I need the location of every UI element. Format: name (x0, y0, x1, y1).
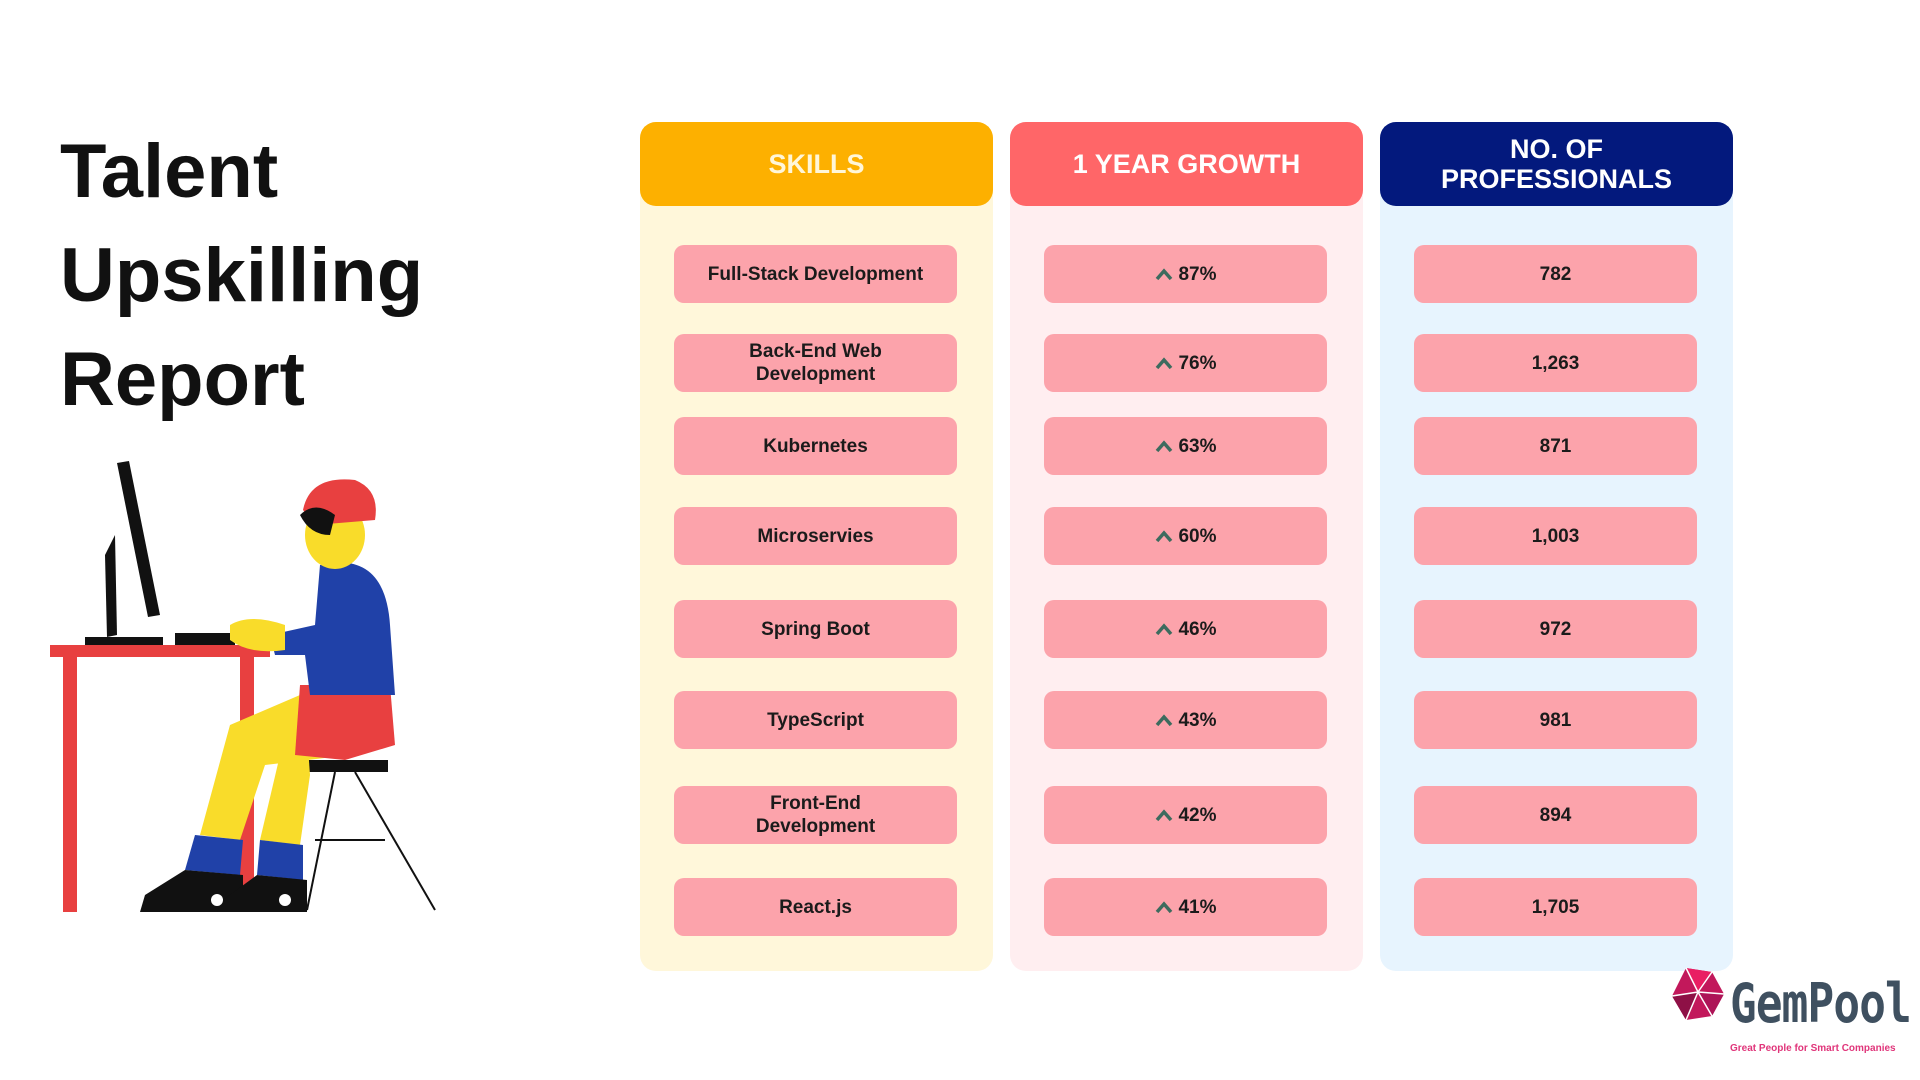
skills-header: SKILLS (640, 122, 993, 206)
title-line: Talent (60, 129, 279, 214)
page-title: Talent Upskilling Report (60, 120, 423, 432)
header-line: PROFESSIONALS (1440, 164, 1673, 194)
professionals-header: NO. OF PROFESSIONALS (1380, 122, 1733, 206)
professionals-cell: 972 (1414, 600, 1697, 658)
logo-tagline: Great People for Smart Companies (1730, 1043, 1896, 1054)
growth-cell: 41% (1044, 878, 1327, 936)
skill-cell: React.js (674, 878, 957, 936)
growth-cell: 43% (1044, 691, 1327, 749)
professionals-cell: 1,263 (1414, 334, 1697, 392)
gem-icon (1671, 967, 1725, 1021)
professionals-cell: 894 (1414, 786, 1697, 844)
logo-name: GemPool (1730, 972, 1912, 1035)
skill-cell: Microservies (674, 507, 957, 565)
skill-cell: Front-End Development (674, 786, 957, 844)
chevron-up-icon (1156, 623, 1173, 636)
chevron-up-icon (1156, 901, 1173, 914)
growth-value: 76% (1178, 352, 1217, 374)
growth-value: 60% (1178, 525, 1217, 547)
header-line: NO. OF (1510, 134, 1603, 164)
title-line: Report (60, 337, 305, 422)
growth-value: 46% (1178, 618, 1217, 640)
professionals-cell: 1,003 (1414, 507, 1697, 565)
chevron-up-icon (1156, 714, 1173, 727)
growth-value: 43% (1178, 709, 1217, 731)
skill-cell: Spring Boot (674, 600, 957, 658)
growth-header: 1 YEAR GROWTH (1010, 122, 1363, 206)
professionals-cell: 1,705 (1414, 878, 1697, 936)
growth-value: 87% (1178, 263, 1217, 285)
professionals-cell: 981 (1414, 691, 1697, 749)
chevron-up-icon (1156, 809, 1173, 822)
skill-cell: TypeScript (674, 691, 957, 749)
chevron-up-icon (1156, 440, 1173, 453)
chevron-up-icon (1156, 530, 1173, 543)
skills-column: SKILLS Full-Stack Development Back-End W… (640, 122, 993, 971)
chevron-up-icon (1156, 268, 1173, 281)
professionals-column: NO. OF PROFESSIONALS 782 1,263 871 1,003 972… (1380, 122, 1733, 971)
title-line: Upskilling (60, 233, 424, 318)
skill-cell: Back-End Web Development (674, 334, 957, 392)
skill-cell: Full-Stack Development (674, 245, 957, 303)
growth-cell: 46% (1044, 600, 1327, 658)
growth-cell: 76% (1044, 334, 1327, 392)
skill-cell: Kubernetes (674, 417, 957, 475)
growth-cell: 87% (1044, 245, 1327, 303)
growth-cell: 42% (1044, 786, 1327, 844)
growth-value: 63% (1178, 435, 1217, 457)
chevron-up-icon (1156, 357, 1173, 370)
growth-value: 41% (1178, 896, 1217, 918)
developer-at-computer-illustration (50, 461, 436, 912)
professionals-cell: 782 (1414, 245, 1697, 303)
growth-value: 42% (1178, 804, 1217, 826)
growth-column: 1 YEAR GROWTH 87% 76% 63% 60% 46% 43% 42% 41% (1010, 122, 1363, 971)
growth-cell: 60% (1044, 507, 1327, 565)
professionals-cell: 871 (1414, 417, 1697, 475)
growth-cell: 63% (1044, 417, 1327, 475)
gempool-logo: GemPool Great People for Smart Companies (1668, 966, 1916, 1071)
